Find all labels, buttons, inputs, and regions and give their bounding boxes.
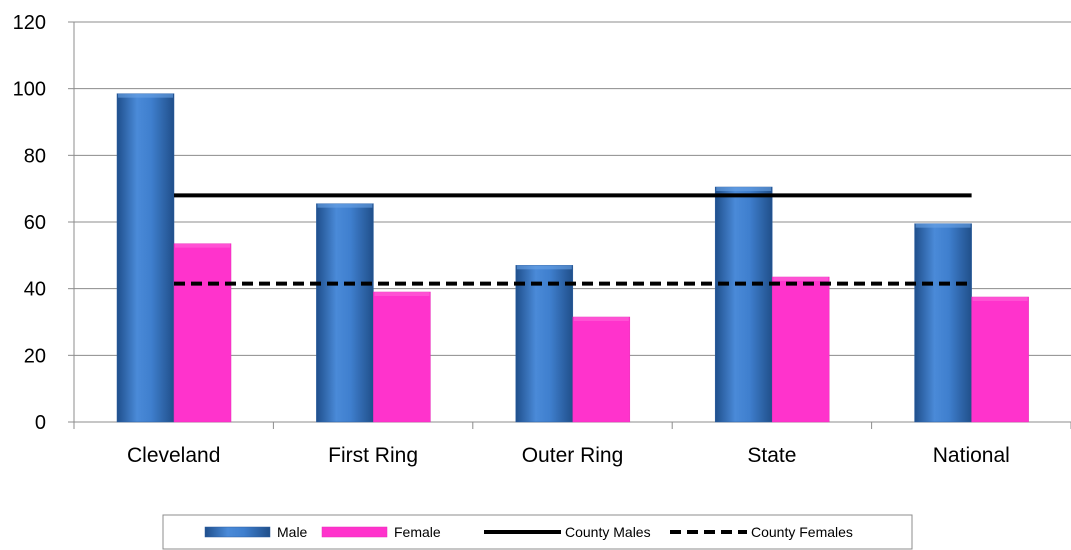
bar-male-state <box>714 186 773 423</box>
bar-female-national <box>971 296 1029 423</box>
bar-male-national-cap <box>915 223 971 228</box>
legend: Male Female County Males County Females <box>162 514 913 550</box>
x-tick-label: State <box>747 444 796 467</box>
x-tick-label: Cleveland <box>127 444 220 467</box>
legend-label-male: Male <box>277 524 308 540</box>
bar-male-national <box>914 223 972 423</box>
bar-female-outer-ring <box>572 316 631 423</box>
bar-female-first-ring <box>373 291 431 423</box>
x-tick-label: National <box>933 444 1010 467</box>
y-tick-label: 120 <box>13 12 46 34</box>
bar-female-outer-ring-cap <box>573 317 629 321</box>
bar-male-first-ring-cap <box>317 203 373 208</box>
reference-lines <box>174 193 972 286</box>
bar-female-cleveland <box>173 243 232 423</box>
legend-swatch-female <box>321 526 388 538</box>
y-tick-label: 0 <box>35 412 46 434</box>
bar-male-outer-ring <box>515 265 574 423</box>
bar-female-state-cap <box>773 277 829 281</box>
bar-male-state-cap <box>716 187 772 191</box>
bar-female-cleveland-cap <box>175 243 230 248</box>
bar-female-state <box>771 276 830 423</box>
y-tick-label: 20 <box>24 345 46 367</box>
bar-female-first-ring-cap <box>374 292 430 296</box>
bar-female-national-cap <box>972 297 1028 301</box>
y-tick-label: 80 <box>24 145 46 167</box>
legend-label-county-males: County Males <box>565 524 651 540</box>
gridlines <box>74 21 1071 356</box>
y-tick-label: 60 <box>24 212 46 234</box>
legend-label-female: Female <box>394 524 441 540</box>
bar-male-cleveland-cap <box>118 93 173 98</box>
bars <box>116 93 1029 423</box>
legend-swatch-male <box>204 526 271 538</box>
y-tick-label: 100 <box>13 79 46 101</box>
bar-male-cleveland <box>116 93 175 423</box>
x-tick-label: Outer Ring <box>522 444 624 467</box>
bar-male-outer-ring-cap <box>516 265 572 270</box>
legend-label-county-females: County Females <box>751 524 853 540</box>
bar-male-first-ring <box>316 203 374 423</box>
y-tick-label: 40 <box>24 279 46 301</box>
axis-labels: 0 20 40 60 80 100 120 Cleveland First Ring Outer … <box>13 12 1010 467</box>
x-tick-label: First Ring <box>328 444 418 467</box>
